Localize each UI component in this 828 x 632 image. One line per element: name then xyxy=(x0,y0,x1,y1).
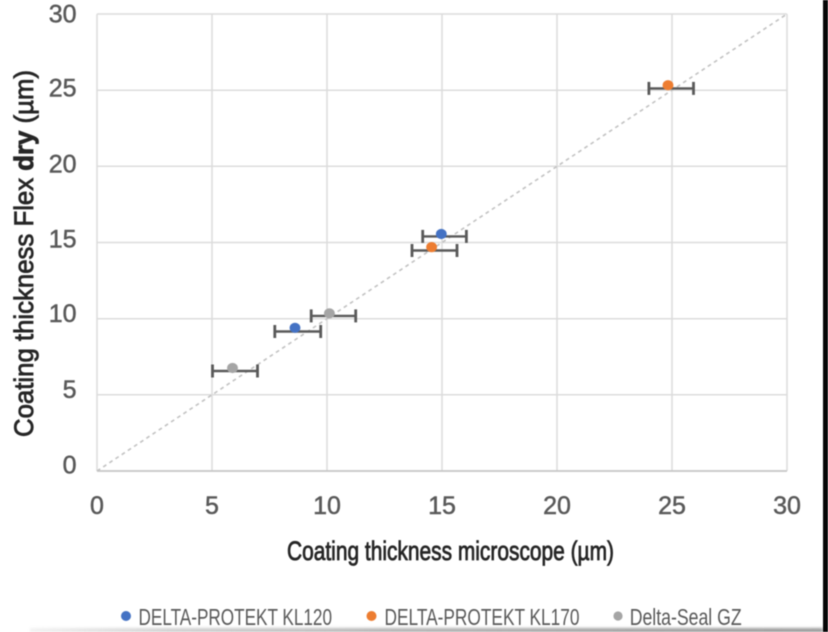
svg-text:15: 15 xyxy=(428,492,456,520)
svg-text:0: 0 xyxy=(63,452,77,480)
svg-text:Coating thickness Flex dry (µm: Coating thickness Flex dry (µm) xyxy=(9,70,39,437)
svg-text:0: 0 xyxy=(90,492,104,520)
svg-text:20: 20 xyxy=(49,150,77,178)
svg-text:Delta-Seal GZ: Delta-Seal GZ xyxy=(630,604,742,630)
svg-text:Coating thickness microscope (: Coating thickness microscope (µm) xyxy=(287,536,614,566)
svg-text:5: 5 xyxy=(205,492,219,520)
svg-text:30: 30 xyxy=(773,492,801,520)
svg-text:20: 20 xyxy=(543,492,571,520)
svg-text:DELTA-PROTEKT KL170: DELTA-PROTEKT KL170 xyxy=(385,604,580,630)
svg-text:10: 10 xyxy=(49,300,77,328)
svg-text:10: 10 xyxy=(313,492,341,520)
svg-text:30: 30 xyxy=(49,1,77,29)
svg-text:25: 25 xyxy=(49,75,77,103)
svg-text:DELTA-PROTEKT KL120: DELTA-PROTEKT KL120 xyxy=(139,604,333,630)
svg-text:15: 15 xyxy=(49,226,77,254)
svg-text:5: 5 xyxy=(63,376,77,404)
svg-text:25: 25 xyxy=(658,492,686,520)
